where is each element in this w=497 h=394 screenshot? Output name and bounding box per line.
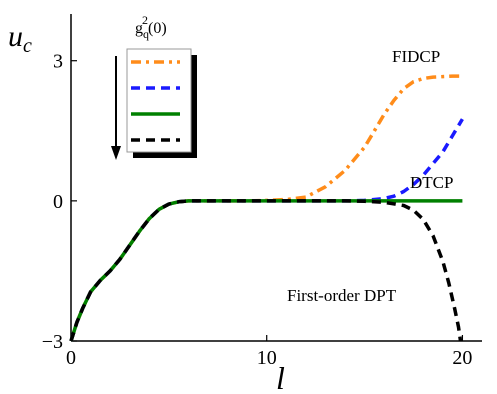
axis-ticks: 0 10 20−303	[42, 51, 473, 369]
legend-title-arg: (0)	[148, 20, 167, 37]
series-group	[69, 74, 464, 342]
series-line-3	[69, 199, 463, 342]
x-tick-label-0: 0	[66, 347, 76, 369]
x-tick-label-2: 20	[452, 347, 472, 369]
legend-arrow-head	[111, 146, 121, 160]
x-tick-label-1: 10	[257, 347, 277, 369]
annotation-dtcp: DTCP	[410, 173, 453, 192]
y-axis-title: uc	[8, 20, 32, 57]
annotation-fidcp: FIDCP	[392, 47, 440, 66]
y-tick-label-2: 3	[53, 51, 63, 73]
legend: gq2(0)	[111, 13, 197, 160]
legend-title-sup: 2	[142, 13, 148, 27]
annotation-dpt: First-order DPT	[287, 286, 397, 305]
series-line-2	[69, 199, 463, 342]
legend-title-sub: q	[143, 27, 149, 41]
y-tick-label-1: 0	[53, 191, 63, 213]
legend-swatches	[131, 60, 180, 142]
y-axis-title-sub: c	[23, 35, 32, 57]
legend-box	[126, 48, 192, 153]
legend-title: gq2(0)	[135, 13, 167, 41]
y-tick-label-0: −3	[42, 331, 63, 353]
x-axis-title: l	[276, 360, 285, 394]
